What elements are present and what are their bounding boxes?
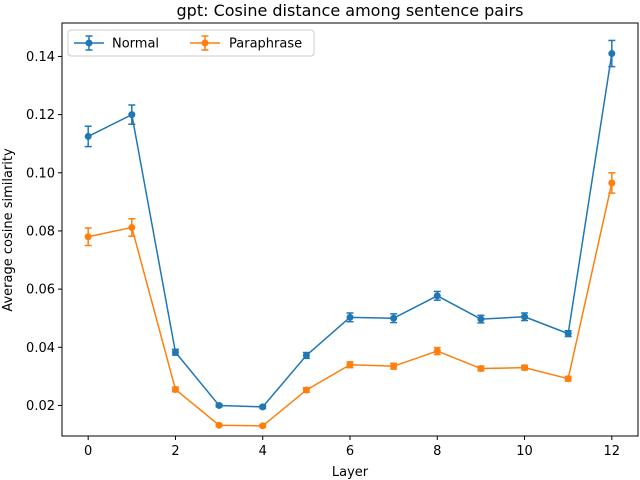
y-tick-label: 0.06: [26, 283, 55, 298]
data-point-normal: [477, 315, 485, 323]
y-tick-label: 0.10: [26, 166, 55, 181]
y-tick-label: 0.14: [26, 50, 55, 65]
legend-label-normal: Normal: [112, 37, 159, 52]
legend-marker-normal: [85, 39, 93, 47]
y-axis: 0.02 0.04 0.06 0.08 0.10 0.12 0.14: [26, 50, 62, 414]
data-point-normal: [390, 314, 398, 322]
x-axis-label: Layer: [332, 465, 369, 480]
data-point-normal: [128, 111, 136, 119]
data-point-paraphrase: [521, 364, 529, 372]
data-point-normal: [302, 351, 310, 359]
data-point-normal: [564, 330, 572, 338]
data-point-paraphrase: [433, 347, 441, 355]
data-point-paraphrase: [84, 233, 92, 241]
y-tick-label: 0.12: [26, 108, 55, 123]
y-tick-label: 0.08: [26, 224, 55, 239]
x-tick-label: 4: [259, 444, 267, 459]
data-point-normal: [259, 403, 267, 411]
data-point-normal: [215, 401, 223, 409]
data-point-paraphrase: [128, 223, 136, 231]
data-point-paraphrase: [346, 361, 354, 369]
legend: Normal Paraphrase: [67, 29, 315, 57]
data-point-paraphrase: [215, 421, 223, 429]
y-axis-label: Average cosine similarity: [1, 148, 16, 312]
data-point-normal: [521, 313, 529, 321]
data-point-normal: [346, 313, 354, 321]
y-tick-label: 0.02: [26, 399, 55, 414]
y-tick-label: 0.04: [26, 341, 55, 356]
x-tick-label: 10: [516, 444, 533, 459]
legend-entry-normal: Normal: [74, 35, 159, 52]
series-layer: [84, 39, 616, 430]
data-point-normal: [608, 50, 616, 58]
data-point-paraphrase: [302, 386, 310, 394]
legend-entry-paraphrase: Paraphrase: [190, 35, 302, 52]
x-axis: 0 2 4 6 8 10 12: [84, 436, 620, 459]
data-point-paraphrase: [608, 179, 616, 187]
x-tick-label: 0: [84, 444, 92, 459]
data-point-paraphrase: [171, 385, 179, 393]
x-tick-label: 12: [604, 444, 621, 459]
data-point-paraphrase: [259, 422, 267, 430]
x-tick-label: 2: [171, 444, 179, 459]
x-tick-label: 8: [433, 444, 441, 459]
legend-label-paraphrase: Paraphrase: [229, 37, 302, 52]
data-point-normal: [84, 132, 92, 140]
data-point-paraphrase: [390, 362, 398, 370]
series-line-normal: [87, 53, 613, 408]
data-point-normal: [171, 348, 179, 356]
data-point-paraphrase: [564, 375, 572, 383]
data-point-paraphrase: [477, 365, 485, 373]
data-point-normal: [433, 292, 441, 300]
legend-marker-paraphrase: [201, 39, 209, 47]
x-tick-label: 6: [346, 444, 354, 459]
chart-title: gpt: Cosine distance among sentence pair…: [177, 1, 524, 20]
